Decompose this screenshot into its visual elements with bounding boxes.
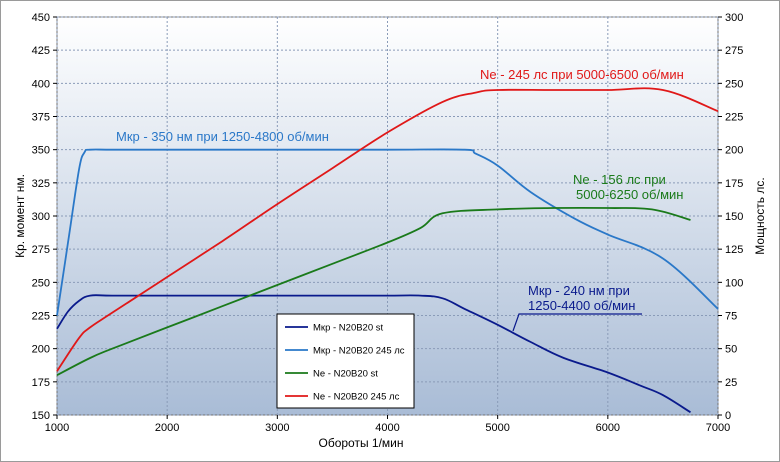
tick-label-right: 100 bbox=[725, 277, 743, 289]
tick-label-x: 1000 bbox=[45, 422, 69, 434]
tick-label-right: 0 bbox=[725, 410, 731, 422]
tick-label-right: 300 bbox=[725, 12, 743, 24]
annotation-text: Мкр - 350 нм при 1250-4800 об/мин bbox=[116, 129, 329, 144]
tick-label-left: 325 bbox=[32, 178, 50, 190]
tick-label-right: 275 bbox=[725, 45, 743, 57]
tick-label-left: 450 bbox=[32, 12, 50, 24]
legend: Мкр - N20B20 st Мкр - N20B20 245 лс Ne - N… bbox=[276, 313, 415, 409]
right-axis-label: Мощность лс. bbox=[753, 177, 767, 254]
tick-label-right: 200 bbox=[725, 145, 743, 157]
tick-label-x: 7000 bbox=[706, 422, 730, 434]
tick-label-left: 225 bbox=[32, 311, 50, 323]
annotations: Мкр - 350 нм при 1250-4800 об/мин Ne - 24… bbox=[116, 67, 684, 313]
annotation-text: Ne - 245 лс при 5000-6500 об/мин bbox=[480, 67, 684, 82]
x-axis-ticks: 1000 2000 3000 4000 5000 6000 7000 bbox=[45, 415, 730, 434]
series-line-power-245 bbox=[56, 87, 719, 372]
series-lines bbox=[56, 87, 719, 414]
tick-label-right: 125 bbox=[725, 244, 743, 256]
tick-label-x: 6000 bbox=[596, 422, 620, 434]
annotation-leader-line bbox=[512, 313, 642, 332]
tick-label-right: 175 bbox=[725, 178, 743, 190]
right-axis-ticks: 0 25 50 75 100 125 150 175 200 225 250 275 300 bbox=[718, 12, 743, 422]
tick-label-left: 425 bbox=[32, 45, 50, 57]
annotation-text: 5000-6250 об/мин bbox=[576, 187, 683, 202]
left-axis-label: Кр. момент нм. bbox=[13, 174, 27, 258]
annotation-text: Ne - 156 лс при bbox=[573, 172, 666, 187]
tick-label-right: 225 bbox=[725, 112, 743, 124]
legend-label: Мкр - N20B20 245 лс bbox=[313, 346, 405, 357]
tick-label-x: 5000 bbox=[485, 422, 509, 434]
legend-box bbox=[276, 313, 415, 409]
tick-label-x: 3000 bbox=[265, 422, 289, 434]
tick-label-left: 375 bbox=[32, 112, 50, 124]
tick-label-right: 75 bbox=[725, 311, 737, 323]
tick-label-left: 300 bbox=[32, 211, 50, 223]
series-line-torque-245 bbox=[56, 148, 719, 316]
legend-label: Ne - N20B20 245 лс bbox=[313, 392, 400, 403]
legend-label: Мкр - N20B20 st bbox=[313, 323, 384, 334]
tick-label-left: 200 bbox=[32, 344, 50, 356]
tick-label-left: 175 bbox=[32, 377, 50, 389]
tick-label-right: 25 bbox=[725, 377, 737, 389]
tick-label-left: 275 bbox=[32, 244, 50, 256]
tick-label-right: 250 bbox=[725, 78, 743, 90]
annotation-text: Мкр - 240 нм при bbox=[528, 283, 630, 298]
series-line-torque-st bbox=[56, 294, 691, 414]
annotation-text: 1250-4400 об/мин bbox=[528, 298, 635, 313]
left-axis-ticks: 150 175 200 225 250 275 300 325 350 375 400 425 450 bbox=[32, 12, 57, 422]
tick-label-left: 150 bbox=[32, 410, 50, 422]
legend-label: Ne - N20B20 st bbox=[313, 369, 378, 380]
tick-label-left: 400 bbox=[32, 78, 50, 90]
tick-label-x: 4000 bbox=[375, 422, 399, 434]
tick-label-left: 250 bbox=[32, 277, 50, 289]
annotation-leaders bbox=[512, 313, 642, 332]
series-line-power-st bbox=[56, 206, 691, 376]
tick-label-left: 350 bbox=[32, 145, 50, 157]
tick-label-right: 50 bbox=[725, 344, 737, 356]
tick-label-right: 150 bbox=[725, 211, 743, 223]
x-axis-label: Обороты 1/мин bbox=[318, 436, 403, 450]
tick-label-x: 2000 bbox=[155, 422, 179, 434]
